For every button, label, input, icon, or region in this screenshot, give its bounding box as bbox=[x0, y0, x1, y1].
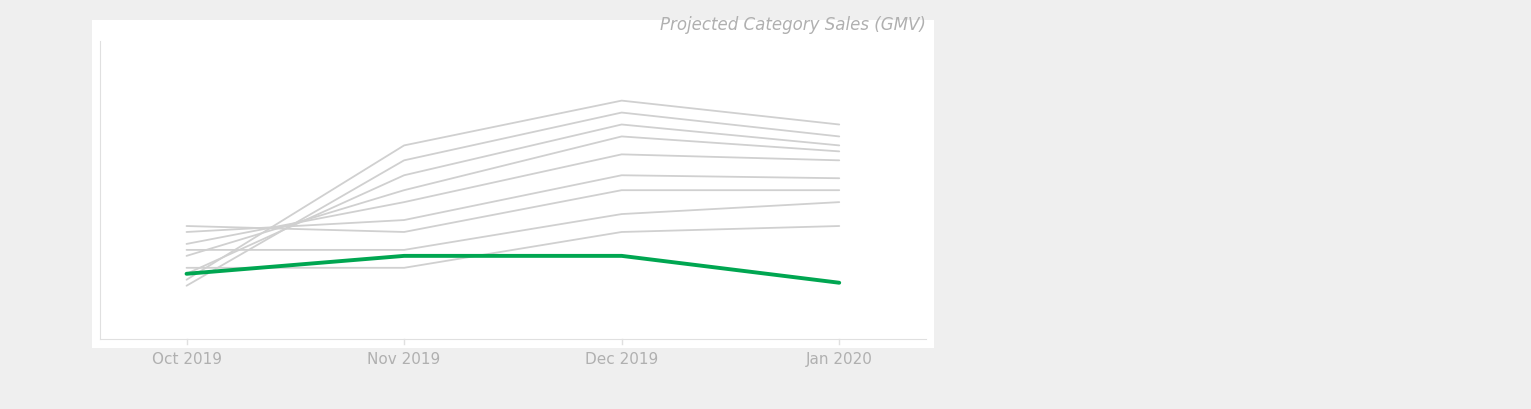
Text: Jan 2020: Jan 2020 bbox=[805, 352, 873, 367]
Text: Projected Category Sales (GMV): Projected Category Sales (GMV) bbox=[660, 16, 926, 34]
Text: Nov 2019: Nov 2019 bbox=[367, 352, 441, 367]
Text: Oct 2019: Oct 2019 bbox=[152, 352, 222, 367]
Text: Dec 2019: Dec 2019 bbox=[585, 352, 658, 367]
